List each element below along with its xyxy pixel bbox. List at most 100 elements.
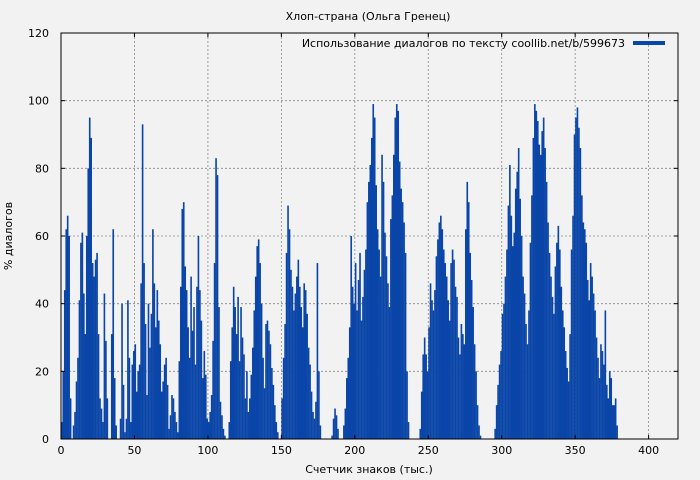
bar	[331, 435, 333, 439]
bar	[215, 158, 217, 439]
bar	[406, 371, 408, 439]
bar	[373, 117, 376, 439]
bar	[535, 110, 538, 440]
bar	[398, 161, 401, 440]
bar	[293, 310, 295, 439]
bar	[503, 303, 505, 439]
bar	[404, 252, 407, 439]
bar	[566, 367, 568, 439]
bar	[531, 195, 533, 439]
bar	[274, 405, 276, 439]
bar	[284, 323, 286, 439]
bar	[541, 131, 543, 439]
bar	[526, 344, 529, 439]
bar	[470, 279, 473, 439]
bar	[202, 378, 204, 439]
bar	[582, 222, 585, 439]
bar	[425, 354, 427, 439]
bar	[554, 266, 557, 439]
bar	[472, 307, 474, 439]
legend: Использование диалогов по тексту coollib…	[302, 37, 665, 50]
bar	[275, 422, 278, 439]
bar	[522, 276, 524, 439]
x-tick-label: 300	[491, 444, 512, 457]
bar	[572, 215, 574, 439]
bar	[548, 252, 551, 439]
bar	[357, 279, 360, 439]
bar	[560, 286, 563, 439]
bar	[163, 364, 166, 439]
axis-ticks: 0 50 100 150 200 250 300 350 400 0 20 40 60 80 100 120	[28, 27, 678, 457]
bar	[511, 246, 514, 439]
bar	[479, 435, 482, 439]
bar	[127, 300, 129, 439]
bar	[332, 418, 335, 439]
bar	[423, 337, 426, 439]
bar	[68, 236, 70, 439]
bar	[453, 259, 455, 439]
bar	[437, 239, 439, 439]
bar	[375, 185, 377, 439]
bar	[276, 432, 279, 439]
bar	[501, 313, 504, 439]
bar	[387, 283, 389, 439]
bar	[506, 249, 508, 439]
bar	[464, 229, 467, 439]
bar	[514, 188, 517, 439]
bar	[315, 401, 317, 439]
bar	[138, 364, 141, 439]
bar	[290, 269, 292, 439]
bar	[456, 296, 458, 439]
bar	[287, 205, 289, 439]
bar	[422, 354, 425, 439]
bar	[213, 263, 216, 439]
bar	[162, 381, 164, 439]
bar	[269, 344, 272, 439]
bar	[124, 432, 126, 439]
bar	[93, 276, 95, 439]
bar	[113, 378, 116, 439]
bar	[262, 357, 264, 439]
bar	[538, 144, 541, 439]
bar	[363, 269, 366, 439]
bar	[603, 364, 605, 439]
bar	[96, 252, 98, 439]
bar	[359, 252, 361, 439]
bar	[246, 371, 248, 439]
bar	[495, 405, 498, 439]
bar	[110, 334, 113, 439]
bar	[556, 242, 558, 439]
bar	[516, 171, 519, 439]
bar	[80, 242, 82, 439]
bar	[550, 276, 552, 439]
bar	[155, 327, 157, 439]
bar	[175, 422, 178, 439]
bar	[334, 408, 336, 439]
bar	[87, 168, 90, 440]
bar	[137, 371, 140, 439]
bar	[500, 351, 502, 439]
y-tick-label: 60	[35, 230, 49, 243]
bar	[204, 374, 207, 439]
bar	[166, 384, 169, 439]
bar	[419, 428, 422, 439]
bar	[595, 337, 598, 439]
chart-title: Хлоп-страна (Ольга Гренец)	[286, 10, 451, 23]
bar	[610, 378, 613, 439]
bar	[460, 323, 463, 439]
bar	[206, 418, 209, 439]
bar	[343, 425, 345, 439]
bar	[149, 347, 151, 439]
bar	[99, 398, 101, 439]
bar	[318, 371, 320, 439]
bar	[61, 422, 63, 439]
bar	[291, 286, 294, 439]
bar	[393, 154, 395, 440]
y-tick-label: 120	[28, 27, 49, 40]
bar	[235, 334, 238, 439]
bar	[594, 310, 596, 439]
bar	[475, 371, 477, 439]
bar	[379, 276, 382, 439]
bar	[210, 395, 213, 439]
bar	[69, 398, 72, 439]
